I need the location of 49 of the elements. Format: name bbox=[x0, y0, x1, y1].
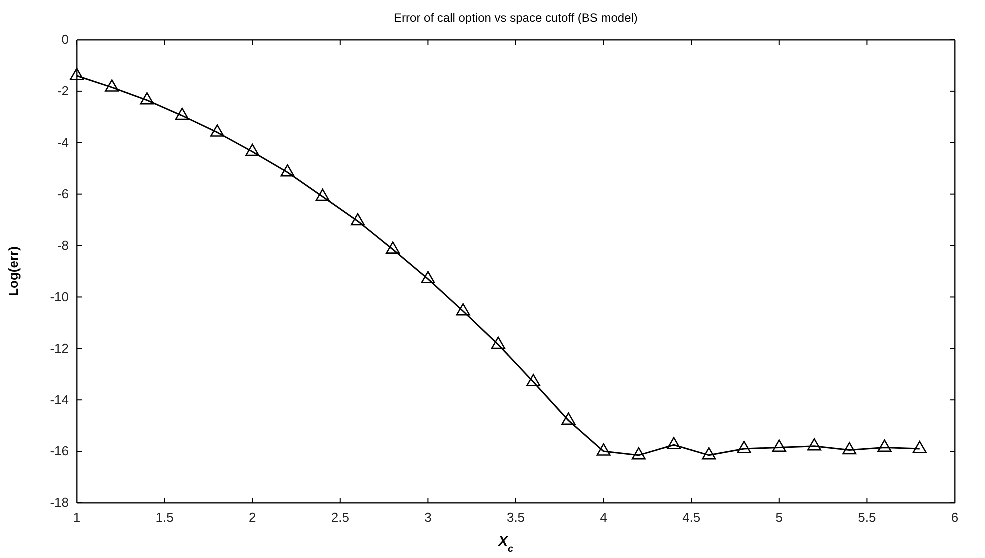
point bbox=[105, 80, 120, 92]
point bbox=[808, 438, 822, 451]
x-tick-label: 6 bbox=[951, 510, 959, 526]
point bbox=[562, 412, 576, 426]
x-tick-label: 5.5 bbox=[858, 510, 876, 526]
point bbox=[667, 437, 682, 450]
point bbox=[772, 440, 786, 452]
x-tick-label: 1.5 bbox=[156, 510, 174, 526]
y-tick-label: -14 bbox=[50, 392, 69, 408]
point bbox=[842, 442, 857, 455]
point bbox=[632, 447, 646, 460]
point bbox=[316, 188, 330, 202]
point bbox=[456, 303, 470, 316]
x-tick-label: 5 bbox=[776, 510, 784, 526]
point bbox=[421, 271, 436, 284]
point bbox=[386, 242, 400, 254]
x-axis-title: X$_{c}$ bbox=[498, 533, 514, 554]
point bbox=[526, 374, 541, 386]
point bbox=[246, 144, 260, 156]
x-tick-label: 4 bbox=[600, 510, 608, 526]
point bbox=[70, 68, 84, 80]
point bbox=[596, 444, 611, 456]
y-tick-label: -8 bbox=[57, 238, 69, 253]
x-tick-label: 3 bbox=[424, 510, 432, 526]
y-tick-label: -10 bbox=[50, 289, 69, 304]
x-tick-label: 4.5 bbox=[682, 510, 701, 526]
point bbox=[491, 336, 506, 350]
chart-title: Error of call option vs space cutoff (BS model) bbox=[394, 11, 638, 25]
y-tick-label: -6 bbox=[57, 186, 69, 202]
y-axis-title: Log(err) bbox=[6, 246, 21, 296]
point bbox=[210, 124, 224, 137]
x-tick-label: 2.5 bbox=[331, 510, 350, 526]
y-tick-label: 0 bbox=[62, 32, 69, 48]
x-tick-label: 1 bbox=[73, 510, 81, 526]
point bbox=[702, 447, 716, 460]
y-tick-label: -16 bbox=[50, 444, 69, 459]
y-tick-label: -2 bbox=[57, 84, 69, 99]
y-tick-label: -12 bbox=[50, 340, 69, 356]
y-tick-label: -18 bbox=[50, 495, 69, 510]
y-tick-label: -4 bbox=[57, 135, 69, 150]
x-tick-label: 3.5 bbox=[506, 510, 526, 526]
point bbox=[140, 92, 154, 105]
point bbox=[737, 440, 752, 454]
point bbox=[350, 213, 365, 226]
point bbox=[175, 108, 190, 120]
x-tick-label: 2 bbox=[248, 510, 256, 526]
point bbox=[280, 164, 295, 177]
point bbox=[878, 440, 892, 452]
point bbox=[912, 440, 927, 454]
